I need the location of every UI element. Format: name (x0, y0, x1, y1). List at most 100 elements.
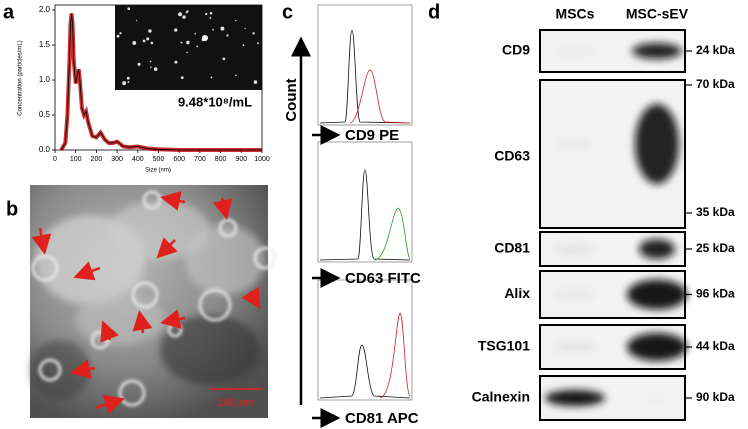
particle (257, 42, 259, 45)
particle (252, 32, 255, 35)
particle (178, 12, 183, 17)
particle (222, 57, 226, 61)
column-label: MSC-sEV (626, 6, 689, 22)
marker-label: CD63 FITC (345, 270, 421, 287)
x-tick-label: 400 (132, 156, 144, 163)
x-tick-label: 1000 (254, 156, 270, 163)
particle (132, 41, 137, 45)
particle (126, 76, 130, 80)
x-tick-label: 0 (53, 156, 57, 163)
x-axis-label: Size (nm) (145, 168, 171, 174)
column-label: MSCs (556, 6, 595, 22)
panel-label: a (3, 1, 15, 23)
particle (242, 44, 245, 47)
particle (205, 12, 208, 16)
panel-label: c (282, 1, 293, 23)
nta-chart: 9.48*10⁸/mL Concentration (particles/mL)… (18, 4, 270, 174)
y-tick-label: 2.0 (39, 5, 51, 14)
y-tick-label: 0.0 (39, 145, 51, 154)
row-label: CD63 (494, 148, 530, 164)
particle (209, 11, 213, 15)
row-label: CD81 (494, 240, 530, 256)
band (639, 239, 675, 259)
scale-bar-label: 100 nm (218, 397, 255, 409)
band (642, 395, 672, 401)
particle (202, 35, 208, 41)
band (632, 43, 682, 59)
x-tick-label: 900 (235, 156, 247, 163)
particle (194, 32, 197, 35)
particle (153, 67, 158, 71)
particle (186, 51, 188, 54)
particle (150, 66, 152, 68)
particle (185, 11, 188, 14)
particle (150, 41, 154, 45)
particle (174, 60, 178, 64)
x-tick-label: 700 (194, 156, 206, 163)
particle (135, 19, 138, 21)
marker-label: CD9 PE (345, 127, 399, 144)
band (553, 244, 597, 254)
particle (142, 39, 146, 43)
particle (174, 28, 178, 32)
row-label: Alix (504, 285, 530, 301)
panel-label: d (428, 1, 440, 23)
particle (212, 28, 214, 31)
band (553, 342, 597, 352)
kda-label: 90 kDa (696, 390, 735, 404)
x-tick-label: 100 (70, 156, 82, 163)
particle (210, 76, 213, 79)
band (627, 333, 687, 361)
kda-label: 70 kDa (696, 77, 735, 91)
particle (244, 27, 246, 30)
particle (127, 81, 130, 83)
particle (119, 32, 122, 35)
x-tick-label: 800 (215, 156, 227, 163)
particle (235, 20, 237, 22)
particle (196, 45, 198, 48)
x-tick-label: 500 (153, 156, 165, 163)
band (627, 279, 687, 310)
western-blot: MSCs MSC-sEV CD9 24 kDa CD63 70 kDa 35 kDa CD81… (472, 6, 735, 421)
kda-label: 96 kDa (696, 287, 735, 301)
x-tick-label: 200 (91, 156, 103, 163)
axis-label: Count (283, 78, 300, 121)
particle (148, 29, 152, 33)
particle (116, 34, 120, 38)
particle (127, 7, 131, 11)
band (557, 141, 593, 147)
band (545, 390, 605, 406)
kda-label: 44 kDa (696, 339, 735, 353)
band (553, 289, 597, 301)
particle (209, 17, 212, 19)
particle (180, 76, 184, 80)
marker-label: CD81 APC (345, 410, 419, 427)
kda-label: 25 kDa (696, 241, 735, 255)
band (553, 46, 597, 56)
nta-video-frame (115, 5, 262, 90)
flow-cytometry: Count CD9 PE CD63 FITC CD81 APC (283, 4, 421, 428)
kda-label: 35 kDa (696, 205, 735, 219)
y-tick-label: 1.5 (39, 40, 51, 49)
particle (137, 62, 141, 66)
y-tick-label: 0.5 (39, 110, 51, 119)
particle (122, 81, 127, 86)
row-label: Calnexin (472, 389, 530, 405)
row-label: TSG101 (478, 338, 530, 354)
particle (234, 74, 237, 77)
particle (182, 15, 186, 19)
particle (180, 41, 183, 44)
kda-label: 24 kDa (696, 43, 735, 57)
particle (149, 60, 152, 63)
particle (186, 40, 190, 45)
particle (226, 34, 229, 37)
x-tick-label: 300 (111, 156, 123, 163)
row-label: CD9 (502, 42, 530, 58)
tem-image: 100 nm (30, 185, 277, 418)
y-tick-label: 1.0 (39, 75, 51, 84)
particle (220, 26, 225, 31)
particle (146, 37, 150, 41)
particle (253, 80, 258, 84)
y-axis-label: Concentration (particles/mL) (18, 40, 24, 115)
